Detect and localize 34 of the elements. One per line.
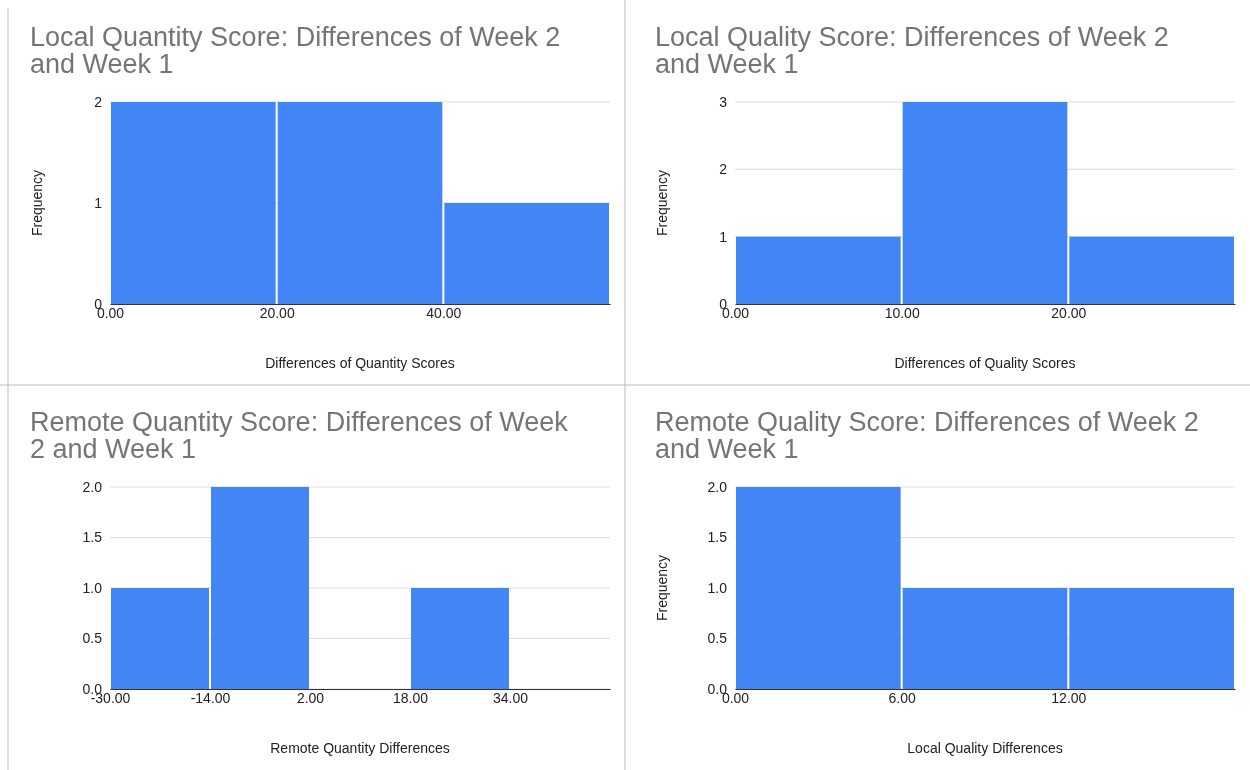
- y-tick-label: 3: [719, 93, 728, 110]
- y-tick-label: 2.0: [82, 478, 103, 495]
- y-tick-label: 0.5: [707, 630, 728, 647]
- x-tick-label: 34.00: [492, 689, 529, 706]
- x-axis-title: Remote Quantity Differences: [270, 740, 450, 756]
- x-tick-label: 18.00: [392, 689, 429, 706]
- y-tick-label: 2: [719, 161, 728, 178]
- y-tick-label: 1.0: [707, 579, 728, 596]
- x-axis-title: Differences of Quantity Scores: [265, 355, 455, 371]
- y-axis-title: Frequency: [654, 169, 670, 237]
- x-axis-title: Local Quality Differences: [907, 740, 1063, 756]
- x-axis-title: Differences of Quality Scores: [894, 355, 1076, 371]
- chart-title: Local Quality Score: Differences of Week 2 and Week 1: [655, 22, 1169, 79]
- chart-title: Remote Quantity Score: Differences of Week 2 and Week 1: [30, 407, 569, 464]
- x-tick-label: 10.00: [884, 304, 920, 321]
- y-tick-label: 2: [94, 93, 103, 110]
- x-tick-label: 12.00: [1051, 689, 1087, 706]
- y-tick-label: 1.5: [82, 529, 103, 546]
- y-tick-label: 1: [719, 228, 728, 245]
- y-axis-title: Frequency: [29, 169, 45, 237]
- x-tick-label: 40.00: [426, 304, 462, 321]
- y-axis-title: Frequency: [654, 554, 670, 622]
- y-tick-label: 1.5: [707, 529, 728, 546]
- y-tick-label: 1: [94, 194, 103, 211]
- x-tick-label: 20.00: [1051, 304, 1087, 321]
- y-tick-label: 1.0: [82, 579, 103, 596]
- x-tick-label: 20.00: [259, 304, 295, 321]
- chart-title: Remote Quality Score: Differences of Week 2 and Week 1: [655, 407, 1199, 464]
- y-tick-label: 2.0: [707, 478, 728, 495]
- x-tick-label: 2.00: [296, 689, 325, 706]
- chart-title: Local Quantity Score: Differences of Week 2 and Week 1: [30, 22, 561, 79]
- x-tick-label: -14.00: [190, 689, 231, 706]
- y-tick-label: 0.5: [82, 630, 103, 647]
- x-tick-label: 6.00: [888, 689, 916, 706]
